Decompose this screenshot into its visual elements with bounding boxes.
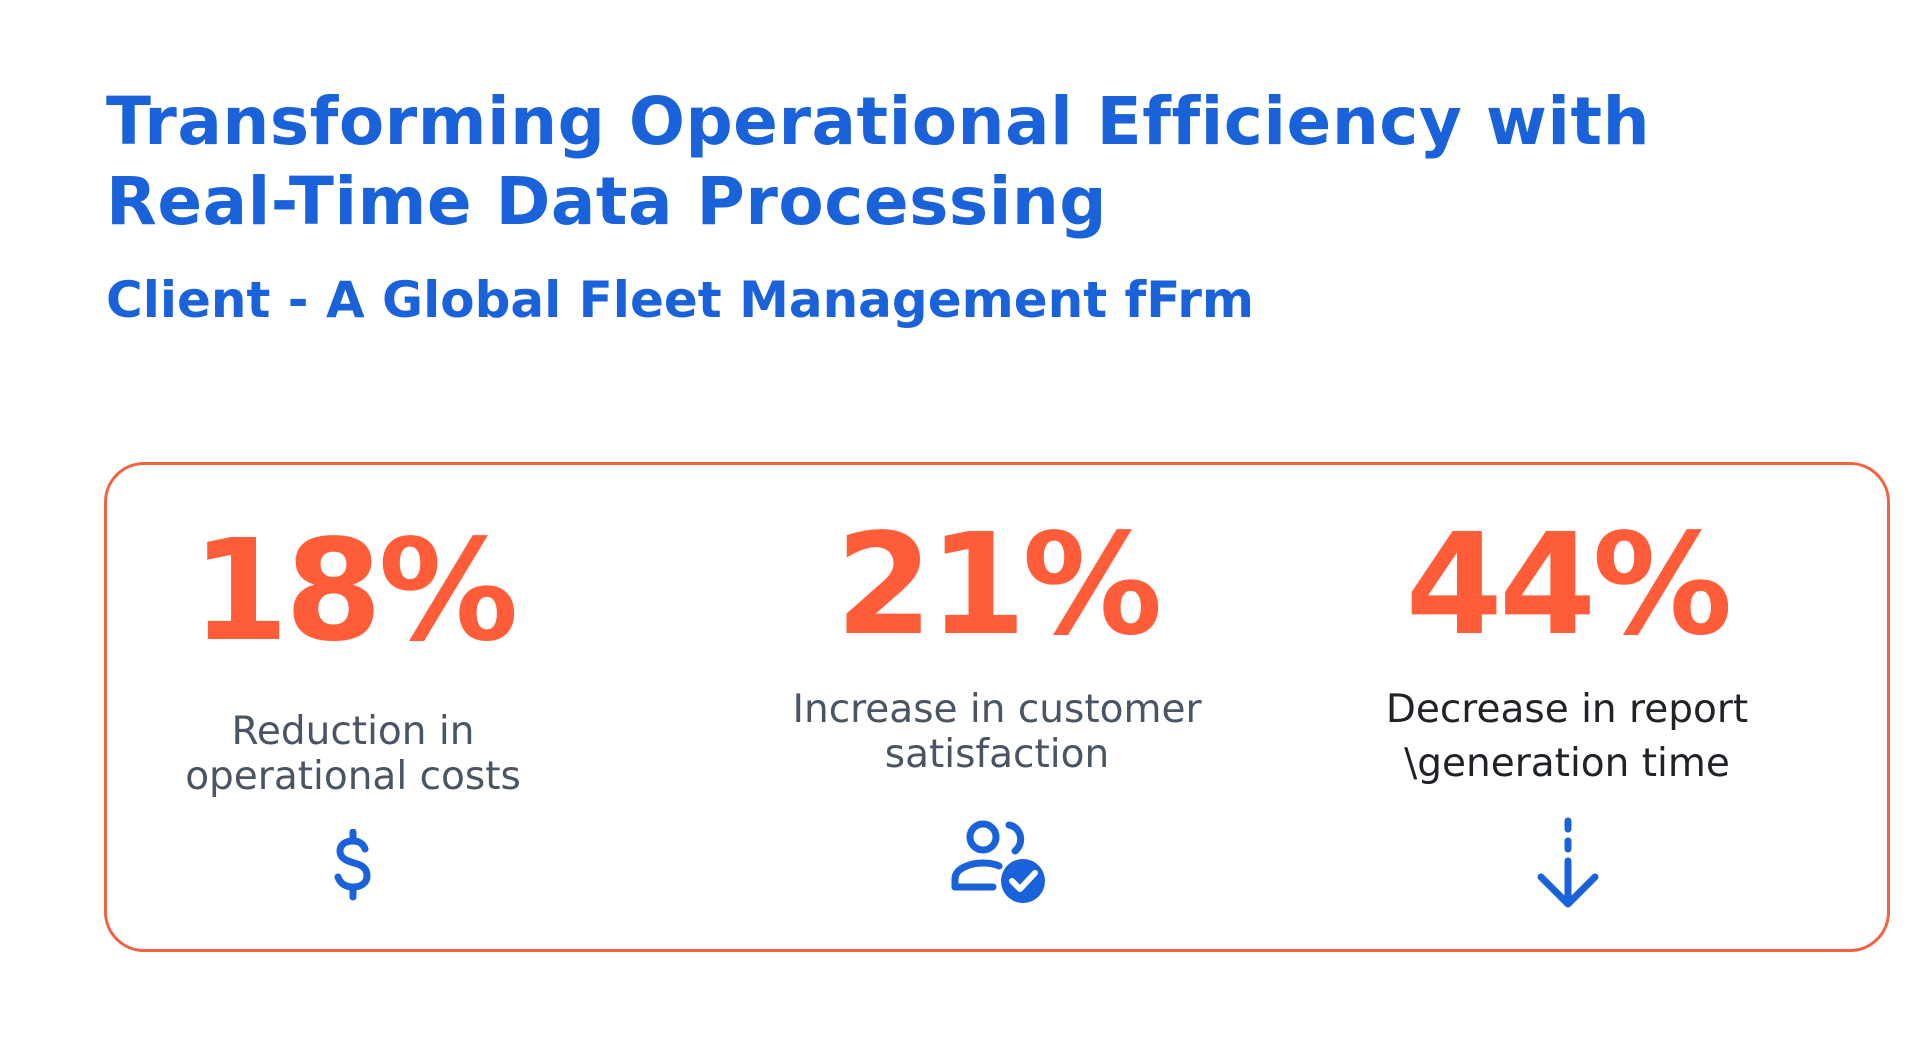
stat-customer-satisfaction: 21% Increase in customer satisfaction [767, 465, 1227, 955]
page-subtitle: Client - A Global Fleet Management fFrm [106, 271, 1254, 329]
stat-label-line-1: Reduction in [231, 709, 475, 754]
stat-label: Reduction in operational costs [143, 709, 563, 799]
stat-label-line-2: \generation time [1404, 741, 1730, 786]
stat-report-time: 44% Decrease in report \generation time [1337, 465, 1797, 955]
stat-label-line-1: Increase in customer [792, 687, 1202, 732]
stats-card: 18% Reduction in operational costs 21% I… [104, 462, 1890, 952]
title-line-1: Transforming Operational Efficiency with [106, 83, 1651, 160]
stat-label-line-2: satisfaction [884, 732, 1110, 777]
stat-label-line-1: Decrease in report [1385, 687, 1749, 732]
stat-label: Decrease in report \generation time [1337, 683, 1797, 791]
stat-label-line-2: operational costs [185, 754, 521, 799]
stat-label: Increase in customer satisfaction [767, 687, 1227, 777]
arrow-down-icon [1533, 817, 1603, 913]
stat-value: 18% [191, 510, 518, 673]
stat-cost-reduction: 18% Reduction in operational costs [143, 465, 563, 955]
page-title: Transforming Operational Efficiency with… [106, 82, 1806, 242]
title-line-2: Real-Time Data Processing [106, 163, 1108, 240]
dollar-icon [327, 829, 379, 909]
user-check-icon [949, 815, 1049, 907]
stat-value: 44% [1405, 504, 1732, 667]
stat-value: 21% [835, 504, 1162, 667]
